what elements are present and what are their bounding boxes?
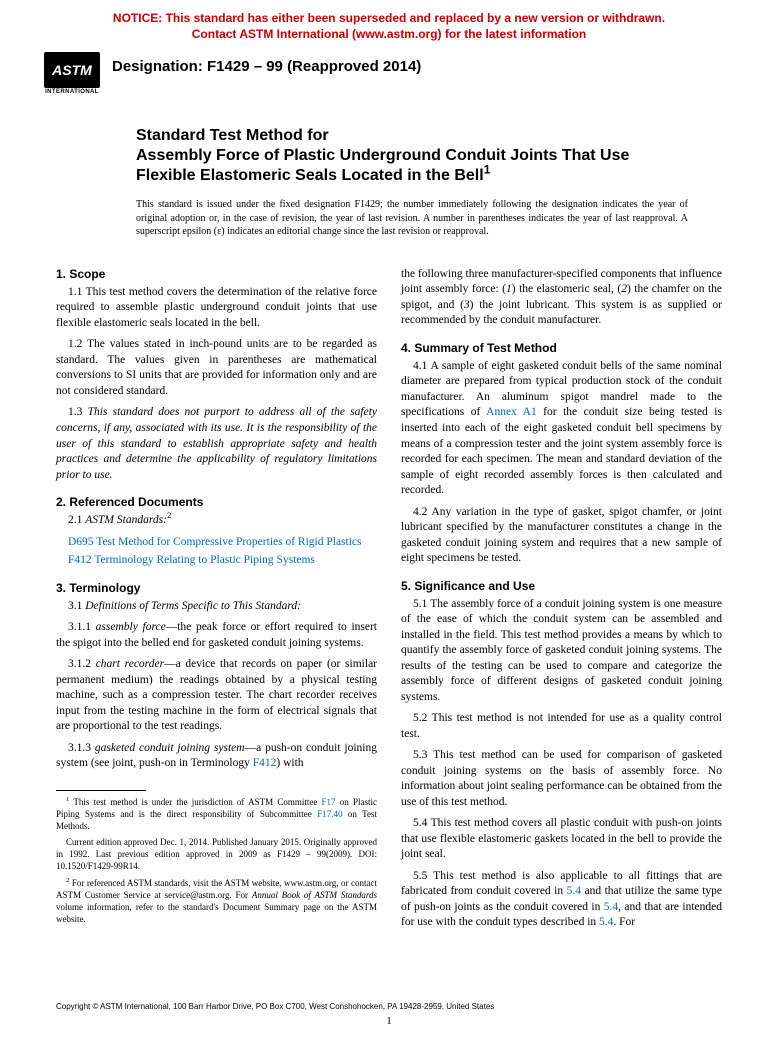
para-5-1: 5.1 The assembly force of a conduit join… (401, 597, 722, 706)
ref-f412-text: Terminology Relating to Plastic Piping S… (92, 554, 315, 566)
term-chart-recorder: chart recorder (96, 658, 164, 670)
para-2-1-num: 2.1 (68, 514, 85, 526)
notice-line1: NOTICE: This standard has either been su… (113, 11, 665, 25)
footnote-1: 1 This test method is under the jurisdic… (56, 796, 377, 832)
para-3-1-2-num: 3.1.2 (68, 658, 96, 670)
para-5-5: 5.5 This test method is also applicable … (401, 869, 722, 931)
para-5-5-d: . For (613, 916, 635, 928)
para-5-4: 5.4 This test method covers all plastic … (401, 816, 722, 863)
ref-d695-text: Test Method for Compressive Properties o… (94, 536, 362, 548)
para-3-1: 3.1 Definitions of Terms Specific to Thi… (56, 599, 377, 615)
link-5-4-a[interactable]: 5.4 (567, 885, 581, 897)
column-right: the following three manufacturer-specifi… (401, 267, 722, 937)
page-number: 1 (0, 1015, 778, 1027)
columns: 1. Scope 1.1 This test method covers the… (0, 249, 778, 937)
cont-b: ) the elastomeric seal, ( (512, 283, 621, 295)
para-1-3-num: 1.3 (68, 406, 88, 418)
fn1-link-f1740[interactable]: F17.40 (317, 809, 342, 819)
astm-logo-subtext: INTERNATIONAL (45, 89, 99, 95)
para-3-1-3: 3.1.3 gasketed conduit joining system—a … (56, 741, 377, 772)
term-assembly-force: assembly force (96, 621, 166, 633)
title-kicker: Standard Test Method for (136, 126, 688, 146)
para-4-1-b: for the conduit size being tested is ins… (401, 406, 722, 496)
section-head-significance: 5. Significance and Use (401, 579, 722, 593)
notice-banner: NOTICE: This standard has either been su… (0, 0, 778, 48)
para-2-1-text: ASTM Standards: (85, 514, 167, 526)
para-3-1-2: 3.1.2 chart recorder—a device that recor… (56, 657, 377, 735)
title-main-text: Assembly Force of Plastic Underground Co… (136, 147, 629, 184)
ref-f412[interactable]: F412 Terminology Relating to Plastic Pip… (68, 553, 377, 569)
link-5-4-b[interactable]: 5.4 (604, 901, 618, 913)
para-5-3: 5.3 This test method can be used for com… (401, 748, 722, 810)
section-head-summary: 4. Summary of Test Method (401, 341, 722, 355)
fn1-link-f17[interactable]: F17 (322, 797, 336, 807)
para-4-2: 4.2 Any variation in the type of gasket,… (401, 505, 722, 567)
para-3-1-3-cont: the following three manufacturer-specifi… (401, 267, 722, 329)
footnote-separator (56, 790, 146, 791)
para-3-1-1: 3.1.1 assembly force—the peak force or e… (56, 620, 377, 651)
ref-d695-code: D695 (68, 536, 94, 548)
para-3-1-3-num: 3.1.3 (68, 742, 95, 754)
footnote-2: 2 For referenced ASTM standards, visit t… (56, 877, 377, 926)
para-2-1: 2.1 ASTM Standards:2 (56, 513, 377, 529)
para-1-1: 1.1 This test method covers the determin… (56, 285, 377, 332)
copyright-line: Copyright © ASTM International, 100 Barr… (56, 1002, 494, 1011)
link-annex-a1[interactable]: Annex A1 (486, 406, 537, 418)
designation: Designation: F1429 – 99 (Reapproved 2014… (112, 58, 421, 75)
astm-logo-text: ASTM (44, 52, 100, 88)
para-5-2: 5.2 This test method is not intended for… (401, 711, 722, 742)
title-note: This standard is issued under the fixed … (136, 198, 688, 239)
para-3-1-num: 3.1 (68, 600, 85, 612)
para-1-2: 1.2 The values stated in inch-pound unit… (56, 337, 377, 399)
footnote-1b: Current edition approved Dec. 1, 2014. P… (56, 836, 377, 872)
section-head-refdocs: 2. Referenced Documents (56, 495, 377, 509)
title-block: Standard Test Method for Assembly Force … (0, 102, 778, 249)
para-3-1-3-rest-b: ) with (276, 757, 303, 769)
section-head-terminology: 3. Terminology (56, 581, 377, 595)
para-3-1-1-num: 3.1.1 (68, 621, 96, 633)
para-1-3-text: This standard does not purport to addres… (56, 406, 377, 480)
para-3-1-text: Definitions of Terms Specific to This St… (85, 600, 301, 612)
ref-d695[interactable]: D695 Test Method for Compressive Propert… (68, 535, 377, 551)
fn2-b: volume information, refer to the standar… (56, 902, 377, 924)
term-gasketed-system: gasketed conduit joining system (95, 742, 245, 754)
column-left: 1. Scope 1.1 This test method covers the… (56, 267, 377, 937)
link-f412-inline[interactable]: F412 (253, 757, 277, 769)
title-sup: 1 (484, 163, 491, 177)
header-row: ASTM INTERNATIONAL Designation: F1429 – … (0, 48, 778, 102)
notice-line2: Contact ASTM International (www.astm.org… (192, 27, 586, 41)
fn2-ital: Annual Book of ASTM Standards (252, 890, 377, 900)
para-4-1: 4.1 A sample of eight gasketed conduit b… (401, 359, 722, 499)
fn1-a: This test method is under the jurisdicti… (69, 797, 321, 807)
ref-f412-code: F412 (68, 554, 92, 566)
para-1-3: 1.3 This standard does not purport to ad… (56, 405, 377, 483)
para-2-1-sup: 2 (167, 510, 171, 520)
astm-logo: ASTM INTERNATIONAL (42, 52, 102, 102)
link-5-4-c[interactable]: 5.4 (599, 916, 613, 928)
title-main: Assembly Force of Plastic Underground Co… (136, 146, 688, 186)
section-head-scope: 1. Scope (56, 267, 377, 281)
